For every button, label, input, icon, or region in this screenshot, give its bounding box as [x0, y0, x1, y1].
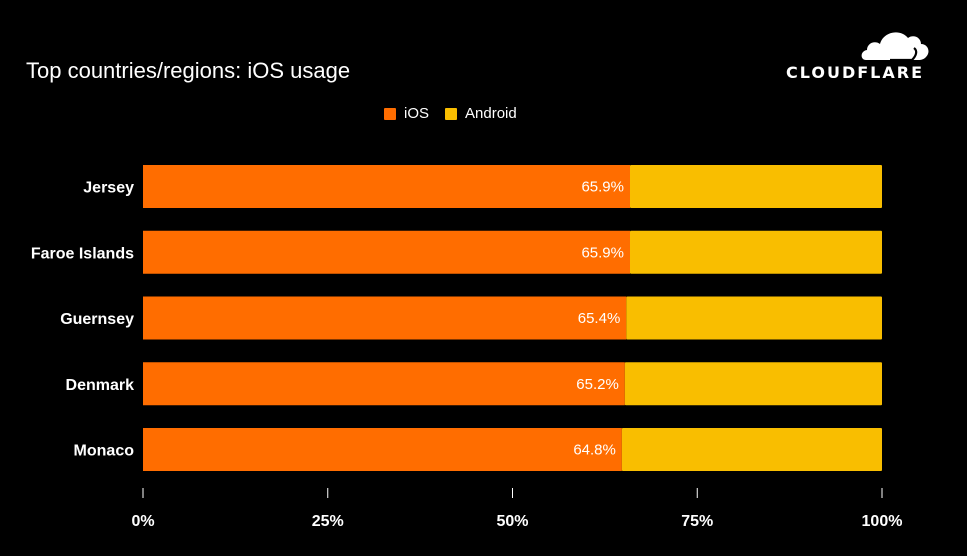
- legend-swatch-android: [445, 107, 458, 120]
- x-tick-label: 75%: [681, 513, 713, 530]
- category-label: Jersey: [83, 180, 134, 197]
- category-label: Guernsey: [60, 311, 134, 328]
- bar-ios: [143, 296, 627, 340]
- bar-ios: [143, 230, 631, 274]
- data-label-ios: 64.8%: [573, 442, 616, 459]
- bar-android: [626, 296, 882, 340]
- category-label: Monaco: [74, 443, 135, 460]
- category-label: Faroe Islands: [31, 245, 134, 262]
- legend-label-ios: iOS: [404, 105, 430, 122]
- data-label-ios: 65.2%: [576, 376, 619, 393]
- data-label-ios: 65.9%: [581, 244, 624, 261]
- x-tick-label: 25%: [312, 513, 344, 530]
- x-tick-label: 50%: [496, 513, 528, 530]
- x-tick-label: 100%: [862, 513, 903, 530]
- cloudflare-wordmark: CLOUDFLARE: [786, 63, 924, 82]
- cloudflare-logo: CLOUDFLARE: [786, 26, 936, 82]
- chart-title: Top countries/regions: iOS usage: [26, 58, 351, 83]
- x-tick-label: 0%: [131, 513, 154, 530]
- cloud-icon: [861, 32, 929, 62]
- bar-android: [630, 165, 882, 208]
- bar-ios: [143, 362, 625, 406]
- legend-label-android: Android: [465, 105, 517, 122]
- chart-legend: iOS Android: [384, 105, 533, 122]
- legend-item-ios[interactable]: iOS: [384, 105, 429, 122]
- data-label-ios: 65.9%: [581, 179, 624, 196]
- bar-android: [624, 362, 882, 406]
- bar-ios: [143, 428, 622, 471]
- legend-item-android[interactable]: Android: [445, 105, 517, 122]
- category-label: Denmark: [66, 377, 135, 394]
- bar-android: [621, 428, 882, 471]
- bar-ios: [143, 165, 631, 208]
- data-label-ios: 65.4%: [578, 310, 621, 327]
- bar-android: [630, 230, 882, 274]
- legend-swatch-ios: [384, 107, 396, 120]
